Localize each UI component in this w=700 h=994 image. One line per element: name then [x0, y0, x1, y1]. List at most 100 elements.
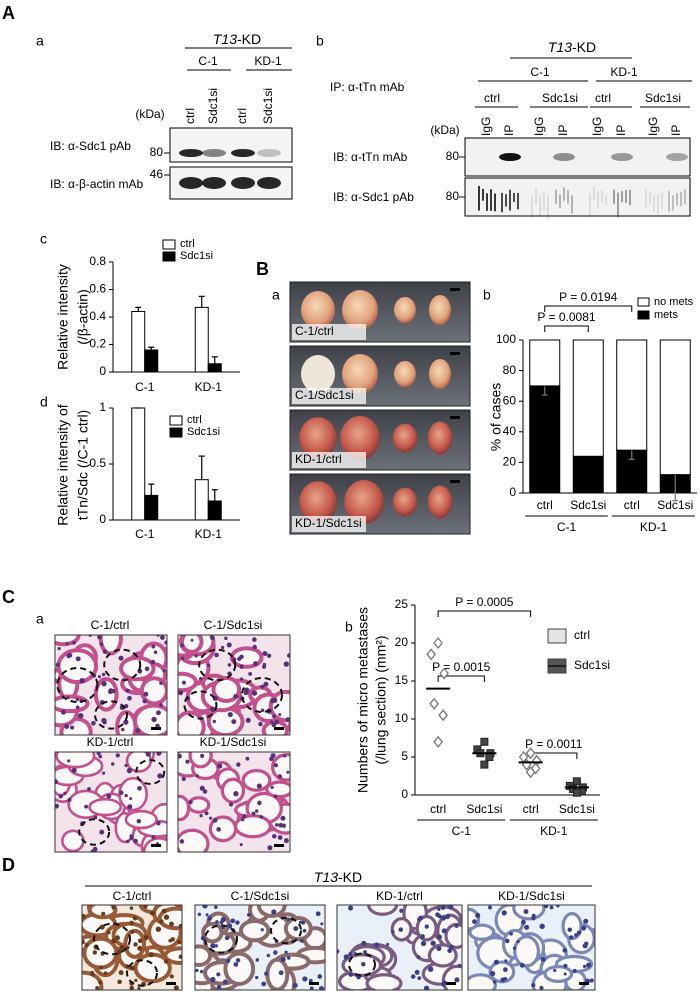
nucleus — [246, 912, 252, 917]
image-label: KD-1/Sdc1si — [200, 735, 267, 749]
group-header: T13-KD — [213, 31, 261, 47]
blot-band — [611, 153, 633, 161]
nucleus — [271, 697, 278, 703]
bar — [131, 311, 146, 373]
nucleus — [516, 939, 520, 944]
image-label: KD-1/Sdc1si — [498, 889, 565, 903]
nucleus — [207, 663, 211, 667]
nucleus — [490, 970, 496, 977]
scale-bar — [274, 844, 284, 847]
nucleus — [264, 971, 269, 976]
nucleus — [137, 945, 143, 951]
nucleus — [563, 963, 568, 968]
tumor — [340, 416, 380, 460]
nucleus — [441, 928, 447, 934]
image-label: C-1/ctrl — [91, 618, 130, 632]
frame — [177, 634, 291, 736]
y-axis-label: % of cases — [488, 383, 504, 451]
nucleus — [150, 659, 156, 665]
nucleus — [181, 776, 186, 781]
blot-smear — [680, 191, 682, 207]
tumor — [392, 487, 418, 517]
blot-band — [257, 149, 281, 157]
alveolus — [211, 676, 242, 703]
lesion-outline — [93, 922, 131, 956]
nucleus — [436, 934, 443, 940]
lesion-outline — [183, 690, 218, 720]
photo-label: KD-1/ctrl — [295, 452, 342, 466]
blot-probe: IB: α-Sdc1 pAb — [50, 139, 131, 153]
nucleus — [108, 689, 113, 695]
lane-label: IgG — [532, 117, 546, 136]
nucleus — [245, 717, 251, 723]
scale-bar — [579, 982, 589, 985]
gene-name: T13 — [213, 31, 237, 47]
y-axis-label: (/β-actin) — [75, 289, 91, 345]
nucleus — [55, 803, 59, 809]
nucleus — [82, 913, 86, 919]
nucleus — [115, 753, 120, 758]
nucleus — [262, 651, 268, 657]
nucleus — [209, 706, 216, 713]
nucleus — [286, 770, 290, 774]
nucleus — [501, 910, 507, 916]
blot-probe: IB: α-β-actin mAb — [50, 177, 144, 191]
nucleus — [92, 950, 98, 955]
blot-smear — [478, 186, 480, 211]
alveolus — [468, 973, 498, 990]
nucleus — [302, 928, 307, 933]
blot-smear — [501, 192, 503, 213]
lane-label: IgG — [646, 117, 660, 136]
y-tick-label: 25 — [395, 597, 409, 611]
nucleus — [512, 946, 517, 950]
nucleus — [55, 779, 59, 785]
panel-label: a — [272, 287, 280, 303]
blot-smear — [559, 194, 561, 209]
condition-label: ctrl — [595, 91, 611, 105]
nucleus — [251, 811, 256, 816]
nucleus — [156, 821, 161, 826]
nucleus — [562, 948, 568, 953]
nucleus — [231, 719, 237, 725]
x-tick-label: KD-1 — [195, 380, 223, 394]
legend-label: no mets — [654, 296, 694, 308]
blot-smear — [613, 189, 615, 204]
nucleus — [194, 654, 198, 658]
nucleus — [67, 797, 72, 802]
nucleus — [143, 691, 149, 697]
nucleus — [66, 696, 70, 700]
nucleus — [129, 985, 135, 990]
nucleus — [414, 969, 420, 975]
blot-smear — [505, 194, 507, 207]
nucleus — [132, 916, 138, 921]
nucleus — [430, 940, 436, 946]
nucleus — [98, 980, 103, 985]
nucleus — [266, 953, 271, 958]
nucleus — [95, 985, 100, 990]
nucleus — [252, 644, 257, 650]
legend-label: ctrl — [574, 628, 590, 642]
blot-smear — [621, 191, 623, 203]
blot-band — [499, 153, 521, 161]
nucleus — [424, 924, 429, 929]
nucleus — [156, 752, 162, 756]
scale-bar — [450, 480, 460, 483]
nucleus — [199, 785, 205, 791]
nucleus — [437, 907, 441, 911]
nucleus — [576, 930, 582, 935]
scale-bar — [450, 288, 460, 291]
nucleus — [343, 954, 349, 960]
nucleus — [159, 681, 163, 685]
nucleus — [143, 935, 149, 940]
bar — [194, 479, 209, 521]
nucleus — [302, 976, 308, 982]
nucleus — [133, 942, 138, 947]
bar-segment — [529, 339, 561, 387]
legend-swatch — [162, 239, 176, 250]
nucleus — [236, 762, 241, 767]
nucleus — [280, 815, 286, 821]
tumor — [299, 417, 337, 459]
significance-bracket — [544, 325, 589, 332]
gene-suffix: -KD — [237, 31, 261, 47]
lane-label: ctrl — [183, 108, 197, 124]
